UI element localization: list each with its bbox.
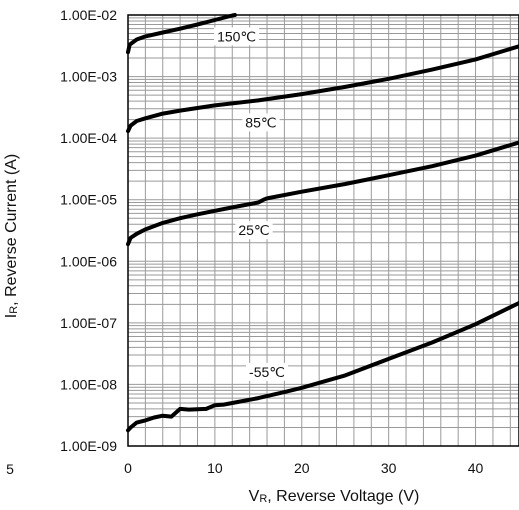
series-label-background xyxy=(214,27,260,46)
x-tick-label: 30 xyxy=(381,460,397,476)
y-axis-title-rest: , Reverse Current (A) xyxy=(3,154,20,306)
y-axis-title-main: I xyxy=(3,314,20,318)
y-tick-label: 1.00E-02 xyxy=(60,7,117,23)
y-tick-label: 1.00E-06 xyxy=(60,253,117,269)
y-tick-label: 1.00E-07 xyxy=(60,315,117,331)
series-line xyxy=(126,13,237,55)
y-tick-label: 1.00E-08 xyxy=(60,376,117,392)
series-line xyxy=(126,140,519,247)
series-label: 85℃ xyxy=(245,114,276,130)
series-label: 25℃ xyxy=(238,222,269,238)
y-tick-label: 1.00E-04 xyxy=(60,130,117,146)
y-tick-label: 1.00E-03 xyxy=(60,69,117,85)
edge-fragment-label: 5 xyxy=(6,461,14,477)
series-line xyxy=(126,44,519,134)
series-label-background xyxy=(242,113,280,132)
series-label-background xyxy=(235,221,273,240)
y-axis-title-sub: R xyxy=(8,306,20,314)
curves xyxy=(126,13,519,433)
series-label: -55℃ xyxy=(249,364,285,380)
series-label: 150℃ xyxy=(217,28,256,44)
y-tick-label: 1.00E-05 xyxy=(60,192,117,208)
plot-frame xyxy=(127,14,519,447)
series-label-background xyxy=(246,362,289,381)
x-axis-title: VR, Reverse Voltage (V) xyxy=(249,488,420,505)
x-tick-label: 0 xyxy=(124,460,132,476)
x-axis-title-rest: , Reverse Voltage (V) xyxy=(267,488,419,505)
tick-labels: 1.00E-09 1.00E-08 1.00E-07 1.00E-06 1.00E-05… xyxy=(60,7,483,476)
x-axis-title-main: V xyxy=(249,488,260,505)
x-axis-title-sub: R xyxy=(259,493,267,505)
x-tick-label: 20 xyxy=(294,460,310,476)
x-tick-label: 40 xyxy=(468,460,484,476)
y-tick-label: 1.00E-09 xyxy=(60,438,117,454)
series-labels: 150℃ 85℃ 25℃ -55℃ xyxy=(214,27,289,381)
series-line xyxy=(126,301,519,433)
y-axis-title: IR, Reverse Current (A) xyxy=(3,154,20,318)
x-tick-label: 10 xyxy=(207,460,223,476)
